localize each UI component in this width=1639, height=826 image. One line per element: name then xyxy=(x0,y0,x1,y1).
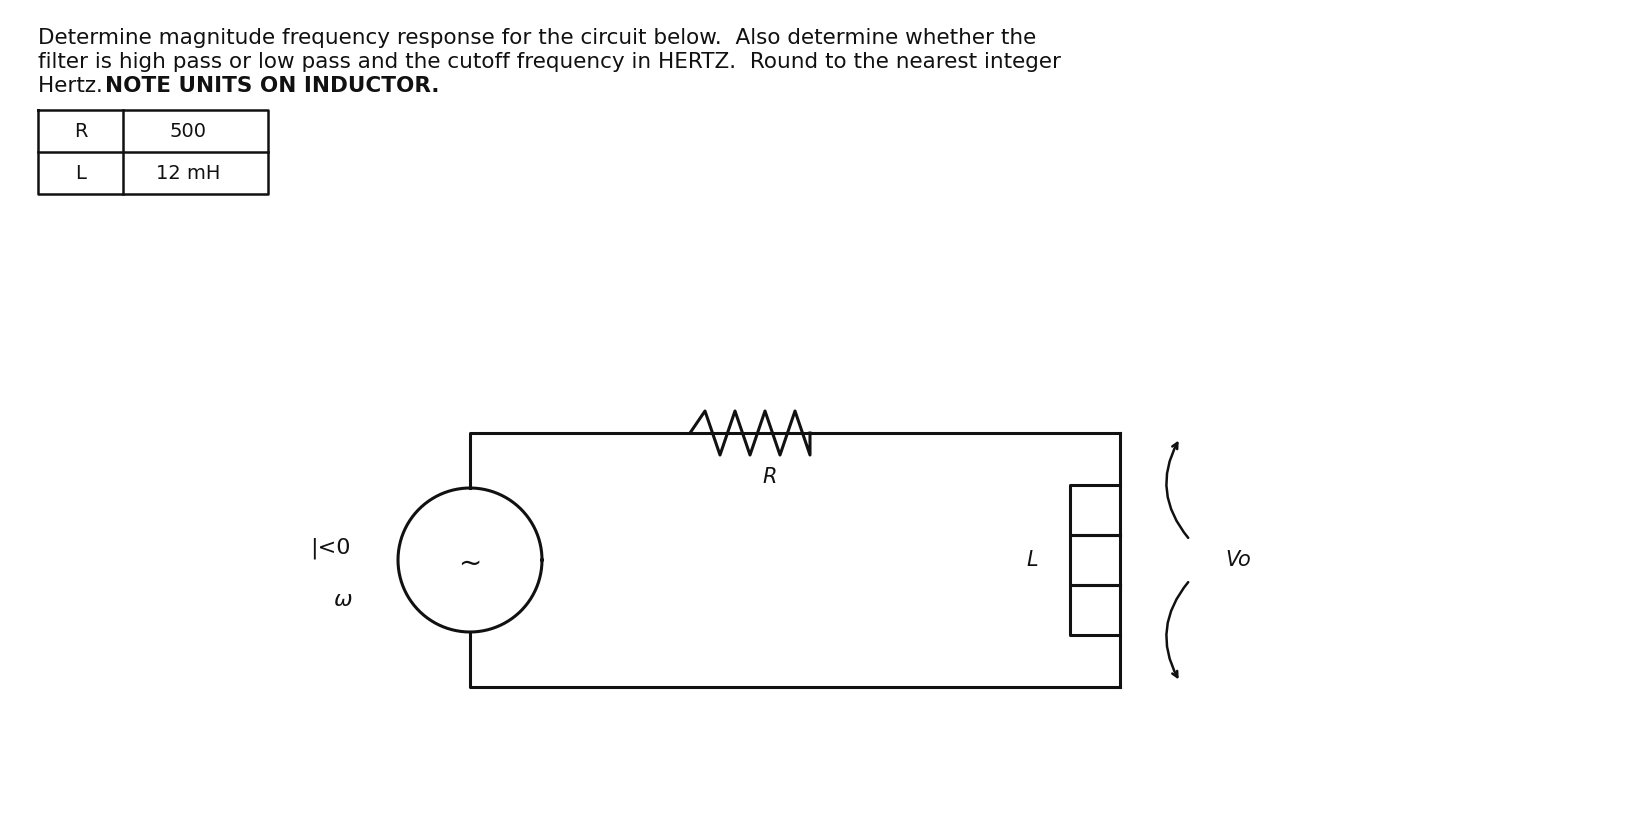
Text: 500: 500 xyxy=(170,121,207,140)
Text: L: L xyxy=(1026,550,1037,570)
Text: Vo: Vo xyxy=(1224,550,1251,570)
Text: filter is high pass or low pass and the cutoff frequency in HERTZ.  Round to the: filter is high pass or low pass and the … xyxy=(38,52,1060,72)
Text: L: L xyxy=(75,164,85,183)
Text: ω: ω xyxy=(333,590,352,610)
Text: R: R xyxy=(762,467,777,487)
Text: Hertz.: Hertz. xyxy=(38,76,116,96)
Text: ~: ~ xyxy=(457,550,482,578)
Text: 12 mH: 12 mH xyxy=(156,164,220,183)
Text: R: R xyxy=(74,121,87,140)
Text: NOTE UNITS ON INDUCTOR.: NOTE UNITS ON INDUCTOR. xyxy=(105,76,439,96)
Text: |<0: |<0 xyxy=(310,537,351,558)
Text: Determine magnitude frequency response for the circuit below.  Also determine wh: Determine magnitude frequency response f… xyxy=(38,28,1036,48)
